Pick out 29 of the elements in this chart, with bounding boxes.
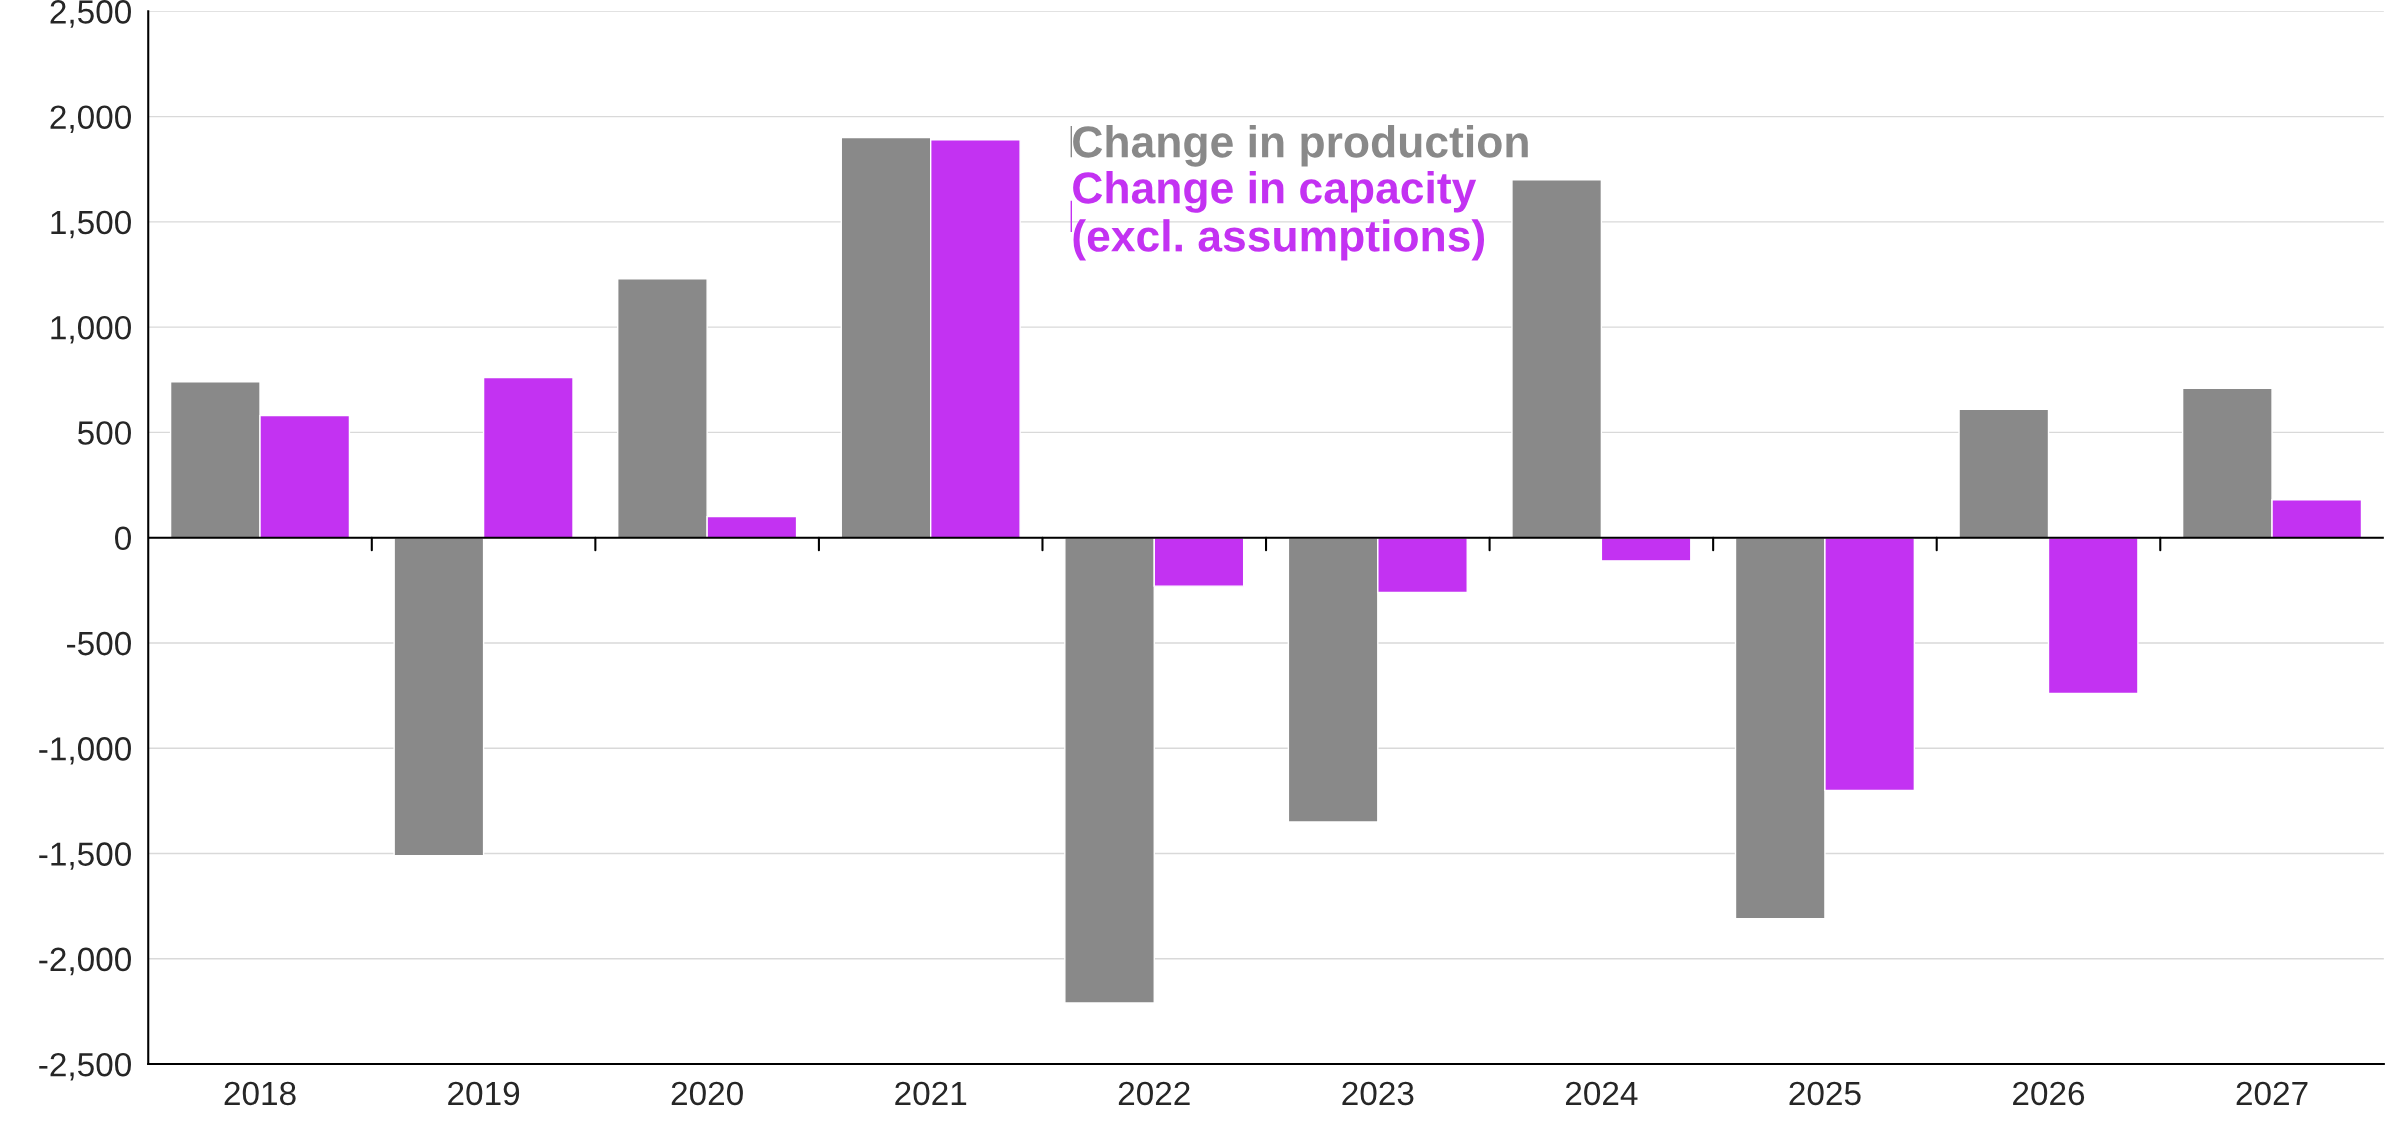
bar — [1600, 537, 1692, 562]
x-tick-label: 2023 — [1342, 1081, 1414, 1106]
y-tick-label: -2,000 — [39, 947, 131, 976]
legend-label: Change in production — [1073, 125, 1528, 167]
bar — [1511, 179, 1603, 539]
x-tick-label: 2027 — [2236, 1081, 2308, 1106]
y-tick-label: 500 — [77, 421, 131, 445]
y-tick-label: 2,500 — [50, 0, 131, 28]
y-tick-label: 2,000 — [50, 105, 131, 133]
x-tick-label: 2024 — [1565, 1081, 1638, 1106]
x-tick-label: 2021 — [895, 1081, 967, 1106]
x-tick-label: 2019 — [448, 1081, 520, 1106]
bar — [482, 376, 574, 539]
x-tick-label: 2026 — [2013, 1081, 2085, 1106]
y-tick-label: 1,500 — [51, 210, 131, 239]
x-tick-label: 2025 — [1789, 1081, 1861, 1106]
x-tick-label: 2018 — [224, 1081, 296, 1106]
y-tick-label: 0 — [115, 526, 131, 551]
bar — [2047, 537, 2139, 695]
y-tick-label: -1,000 — [39, 737, 131, 765]
y-tick-label: -1,500 — [39, 842, 131, 870]
x-tick-label: 2022 — [1118, 1081, 1190, 1106]
y-tick-label: -2,500 — [39, 1052, 131, 1081]
bar — [1958, 408, 2050, 539]
legend-label: Change in capacity (excl. assumptions) — [1073, 171, 1485, 261]
bar — [393, 537, 485, 857]
x-tick-label: 2020 — [671, 1081, 743, 1106]
y-tick-label: -500 — [67, 631, 131, 656]
y-tick-label: 1,000 — [51, 315, 131, 344]
